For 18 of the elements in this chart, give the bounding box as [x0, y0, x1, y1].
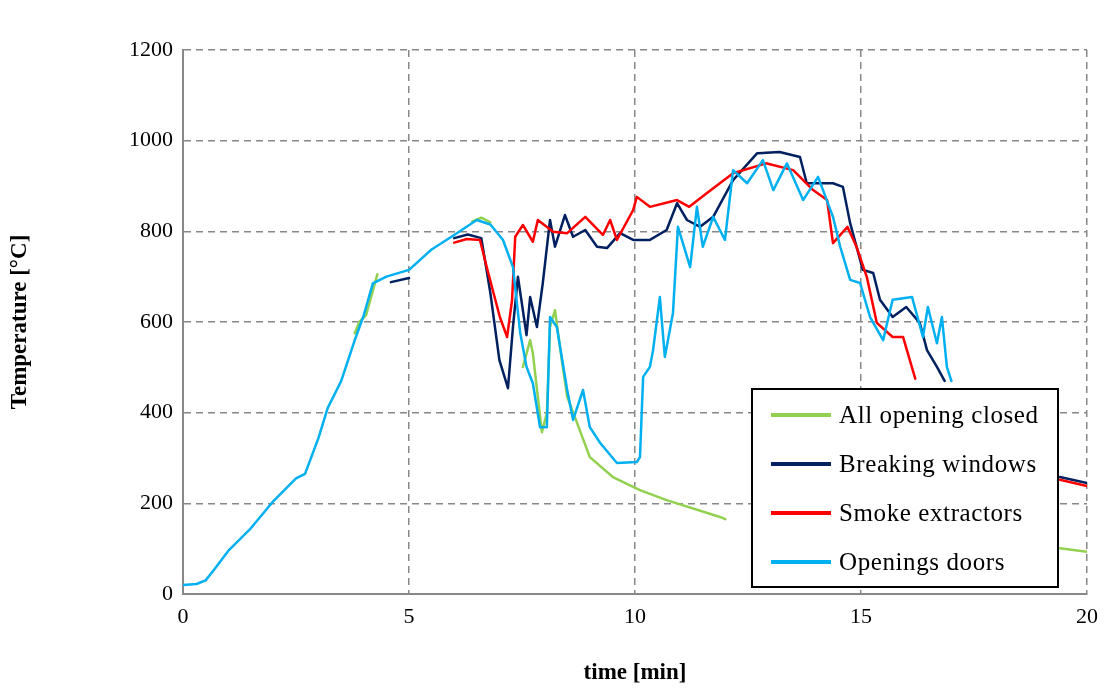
legend-label: Openings doors: [839, 547, 1006, 576]
x-tick-label: 15: [850, 602, 872, 628]
x-tick-label: 0: [177, 602, 189, 628]
y-tick-label: 0: [162, 579, 173, 605]
x-tick-label: 20: [1076, 602, 1098, 628]
y-tick-label: 1000: [129, 126, 173, 152]
y-tick-label: 200: [140, 489, 173, 515]
legend-label: All opening closed: [839, 400, 1039, 429]
y-tick-label: 1200: [129, 35, 173, 61]
y-tick-label: 800: [140, 217, 173, 243]
legend-label: Breaking windows: [839, 449, 1037, 478]
x-axis-title: time [min]: [583, 659, 687, 685]
y-tick-label: 600: [140, 307, 173, 333]
x-tick-label: 5: [403, 602, 415, 628]
y-axis-title: Temperature [°C]: [5, 234, 31, 410]
legend-label: Smoke extractors: [839, 498, 1023, 527]
x-tick-label: 10: [624, 602, 646, 628]
y-tick-label: 400: [140, 398, 173, 424]
